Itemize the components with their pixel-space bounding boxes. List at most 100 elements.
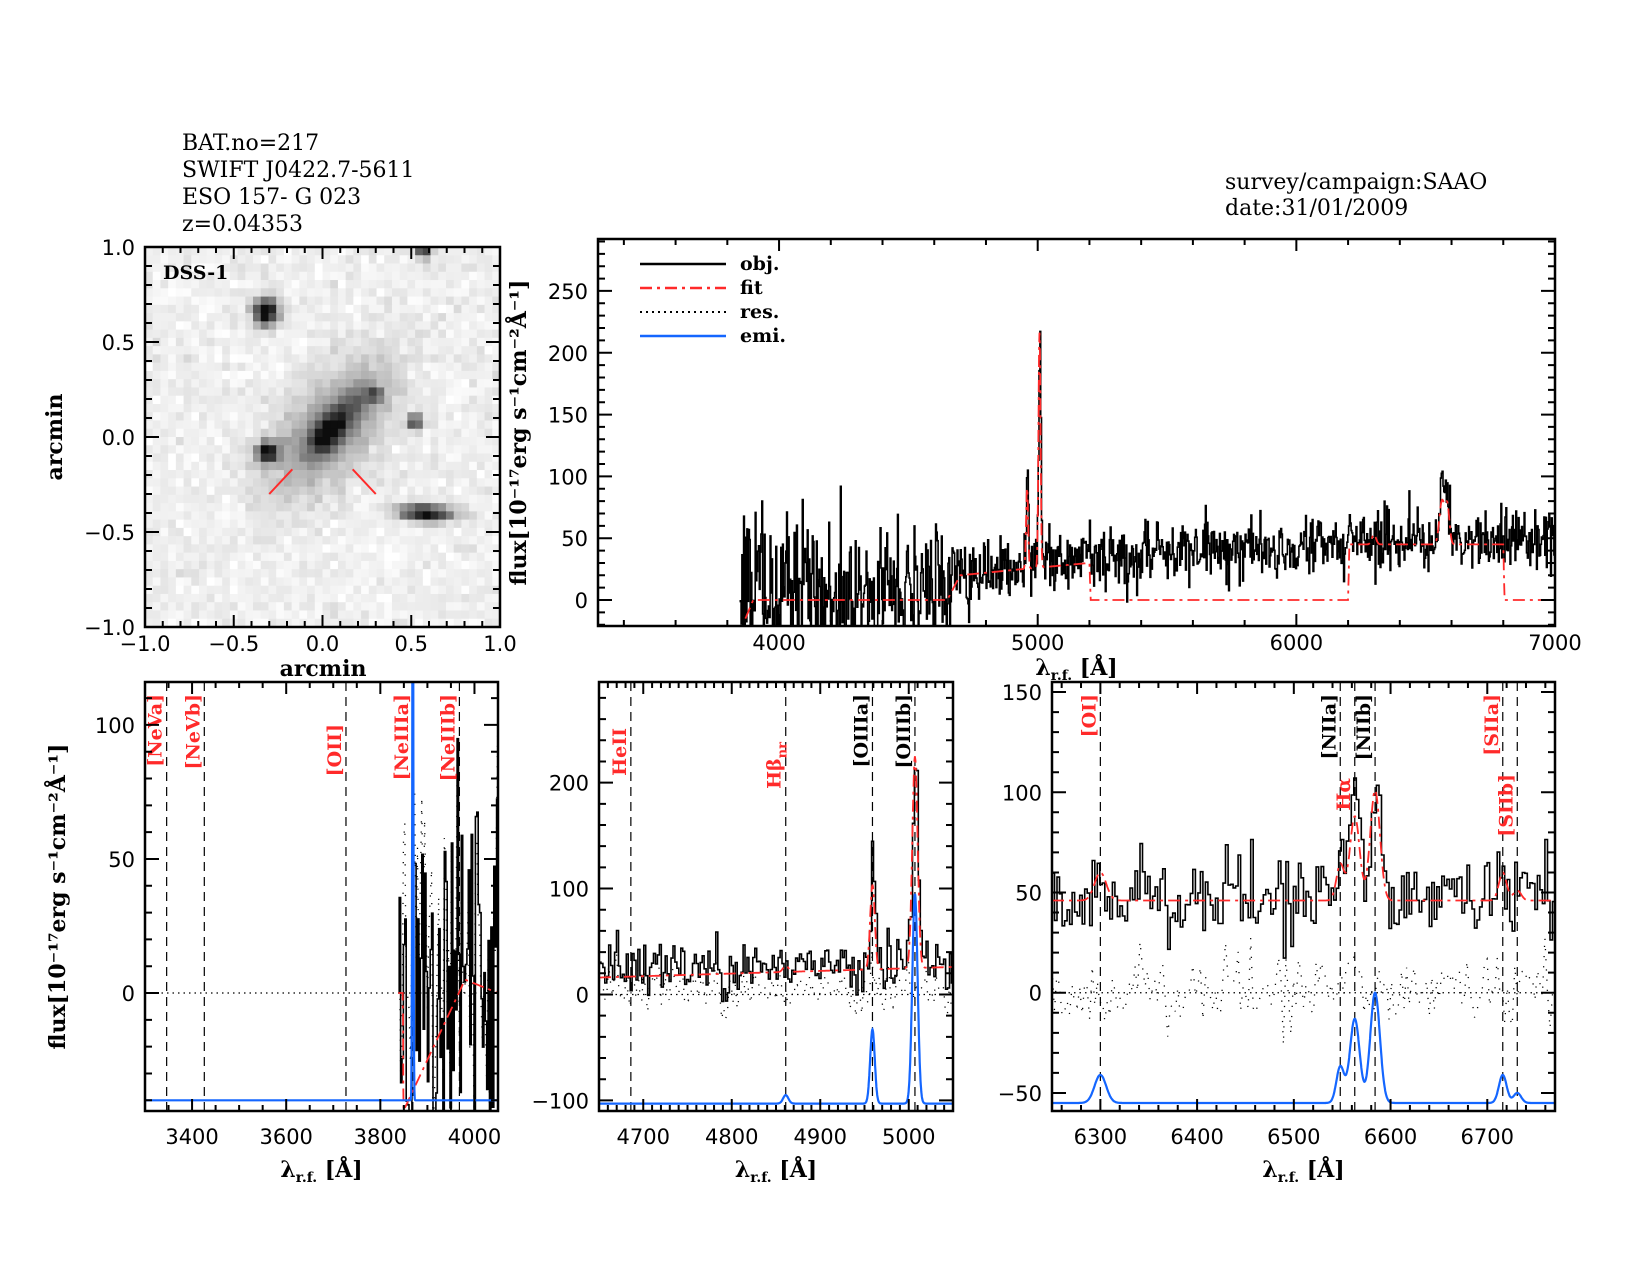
image-pixel [322, 552, 331, 562]
image-pixel [199, 560, 208, 570]
legend-label: obj. [740, 253, 779, 275]
image-pixel [314, 387, 324, 397]
image-pixel [268, 511, 277, 521]
image-pixel [145, 271, 154, 281]
image-pixel [438, 346, 447, 355]
image-pixel [276, 511, 285, 521]
image-pixel [314, 560, 324, 570]
image-pixel [237, 478, 246, 488]
image-pixel [245, 296, 254, 306]
image-pixel [214, 313, 223, 322]
image-pixel [361, 255, 370, 265]
image-pixel [445, 412, 455, 422]
halpha-x-axis-label: λr.f. [Å] [1262, 1156, 1344, 1186]
image-pixel [168, 346, 177, 355]
image-pixel [438, 395, 447, 405]
image-pixel [391, 329, 401, 339]
image-pixel [237, 602, 246, 612]
image-pixel [476, 263, 486, 273]
image-pixel [307, 552, 316, 562]
image-pixel [384, 585, 393, 595]
image-pixel [430, 362, 439, 372]
image-pixel [175, 280, 185, 289]
image-pixel [183, 610, 192, 620]
image-pixel [353, 395, 362, 405]
image-pixel [337, 585, 347, 595]
image-pixel [253, 296, 262, 306]
image-pixel [345, 453, 354, 463]
image-pixel [191, 412, 200, 422]
image-pixel [322, 536, 331, 545]
image-pixel [229, 453, 239, 463]
image-pixel [407, 263, 416, 273]
image-pixel [245, 354, 254, 364]
image-pixel [453, 412, 463, 422]
image-pixel [175, 296, 185, 306]
image-pixel [175, 461, 185, 471]
image-pixel [222, 453, 231, 463]
image-pixel [399, 461, 408, 471]
image-pixel [330, 379, 339, 389]
image-pixel [260, 271, 270, 281]
image-pixel [399, 428, 408, 438]
image-pixel [191, 503, 200, 512]
image-pixel [445, 437, 455, 446]
image-pixel [415, 569, 424, 579]
image-pixel [430, 577, 439, 587]
image-pixel [492, 445, 501, 455]
image-pixel [391, 486, 401, 496]
image-pixel [476, 362, 486, 372]
image-pixel [191, 560, 200, 570]
image-x-axis-label: arcmin [280, 656, 367, 682]
image-pixel [307, 362, 316, 372]
image-x-tick-label: −1.0 [120, 632, 171, 656]
image-pixel [330, 288, 339, 298]
image-pixel [322, 271, 331, 281]
image-pixel [461, 602, 470, 612]
image-pixel [206, 271, 216, 281]
image-pixel [299, 354, 308, 364]
image-pixel [206, 296, 216, 306]
image-pixel [152, 453, 162, 463]
image-pixel [276, 569, 285, 579]
image-pixel [492, 329, 501, 339]
image-pixel [183, 387, 192, 397]
image-pixel [368, 569, 378, 579]
image-pixel [299, 470, 308, 479]
image-pixel [237, 313, 246, 322]
image-pixel [353, 329, 362, 339]
image-pixel [183, 420, 192, 430]
image-pixel [299, 437, 308, 446]
image-pixel [160, 470, 169, 479]
image-pixel [307, 313, 316, 322]
image-pixel [407, 362, 416, 372]
image-pixel [253, 577, 262, 587]
image-pixel [260, 362, 270, 372]
image-pixel [345, 263, 354, 273]
image-pixel [368, 560, 378, 570]
image-pixel [299, 445, 308, 455]
halpha-x-tick-label: 6700 [1461, 1125, 1514, 1149]
image-pixel [253, 536, 262, 545]
image-pixel [199, 255, 208, 265]
image-pixel [407, 346, 416, 355]
image-pixel [345, 288, 354, 298]
image-pixel [345, 527, 354, 537]
image-pixel [399, 354, 408, 364]
image-pixel [361, 288, 370, 298]
image-pixel [314, 280, 324, 289]
image-pixel [430, 321, 439, 331]
image-pixel [330, 610, 339, 620]
image-pixel [237, 577, 246, 587]
image-x-tick-label: −0.5 [208, 632, 259, 656]
image-pixel [307, 486, 316, 496]
image-pixel [229, 321, 239, 331]
image-pixel [484, 329, 493, 339]
image-pixel [168, 470, 177, 479]
image-pixel [206, 478, 216, 488]
image-pixel [376, 428, 385, 438]
image-pixel [469, 618, 478, 628]
image-pixel [314, 527, 324, 537]
image-pixel [276, 618, 285, 628]
image-pixel [199, 288, 208, 298]
